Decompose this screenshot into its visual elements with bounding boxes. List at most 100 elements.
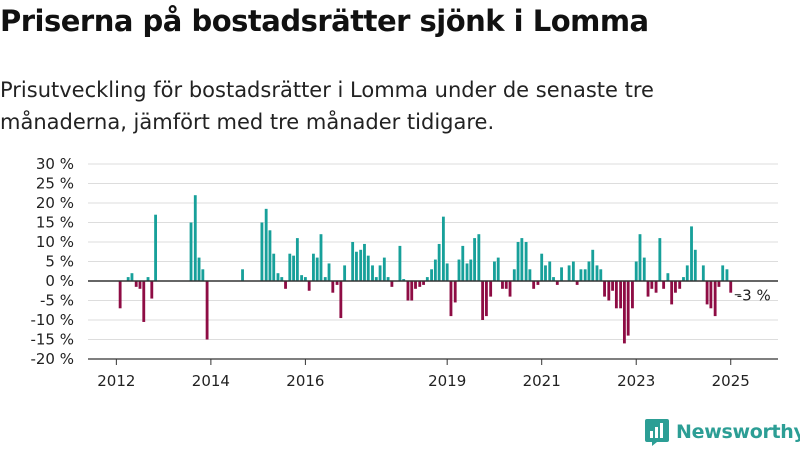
y-tick-label: 25 % — [36, 175, 74, 193]
bar — [193, 195, 197, 281]
newsworthy-logo-icon — [645, 419, 669, 446]
bar — [587, 261, 591, 281]
y-axis-tick-labels: -20 %-15 % -10 %-5 % 0 %5 % 10 %15 % 20 %25 … — [30, 155, 74, 368]
bar — [532, 281, 536, 289]
bar — [654, 281, 658, 293]
bar — [725, 269, 729, 281]
bar — [260, 222, 264, 281]
bar — [552, 277, 555, 281]
bar — [717, 281, 721, 287]
bar — [335, 281, 339, 285]
bar — [575, 281, 579, 285]
bar — [540, 253, 544, 281]
y-tick-label: 30 % — [36, 155, 74, 173]
bar — [351, 242, 355, 281]
bar — [406, 281, 410, 301]
bar — [241, 269, 244, 281]
bar — [339, 281, 343, 319]
bar — [567, 265, 571, 281]
bar — [579, 269, 583, 281]
bar — [445, 263, 449, 281]
bar — [477, 234, 481, 281]
bar — [583, 269, 587, 281]
bars — [118, 195, 733, 344]
bar — [366, 255, 370, 281]
bar — [280, 277, 284, 281]
bar — [670, 281, 674, 305]
bar — [484, 281, 488, 317]
bar — [611, 281, 615, 291]
bar — [288, 253, 292, 281]
brand-logo: Newsworthy — [644, 418, 800, 446]
y-tick-label: 5 % — [45, 253, 74, 271]
bar — [441, 216, 445, 281]
bar — [300, 275, 304, 281]
bar — [430, 269, 433, 281]
bar-chart: -20 %-15 % -10 %-5 % 0 %5 % 10 %15 % 20 %25 … — [30, 155, 778, 390]
bar — [142, 281, 146, 322]
bar — [571, 261, 575, 281]
bar — [701, 265, 705, 281]
bar — [418, 281, 422, 287]
bar — [276, 273, 280, 281]
x-tick-label: 2012 — [97, 372, 135, 390]
bar — [713, 281, 717, 317]
bar — [595, 265, 599, 281]
bar — [437, 243, 441, 281]
bar — [189, 222, 193, 281]
bar — [130, 273, 134, 281]
bar — [355, 251, 358, 281]
bar — [378, 265, 382, 281]
bar — [642, 257, 646, 281]
bar — [359, 249, 363, 281]
bar — [619, 281, 623, 309]
bar — [682, 277, 685, 281]
bar — [312, 253, 315, 281]
bar — [414, 281, 417, 289]
bar — [422, 281, 425, 285]
bar — [544, 265, 547, 281]
bar — [705, 281, 709, 305]
bar — [371, 265, 374, 281]
bar — [331, 281, 335, 293]
bar — [465, 263, 469, 281]
bar — [622, 281, 626, 344]
bar — [402, 279, 406, 281]
brand-name: Newsworthy — [676, 421, 800, 443]
bar — [536, 281, 540, 285]
bar — [425, 277, 429, 281]
bar — [327, 263, 331, 281]
bar — [631, 281, 634, 309]
bar — [118, 281, 122, 309]
bar — [489, 281, 493, 297]
bar — [449, 281, 453, 317]
bar — [307, 281, 311, 291]
x-tick-label: 2019 — [428, 372, 466, 390]
bar — [268, 230, 272, 281]
bar — [319, 234, 323, 281]
bar — [690, 226, 693, 281]
x-tick-label: 2016 — [286, 372, 324, 390]
bar — [410, 281, 414, 301]
y-tick-label: -10 % — [30, 311, 74, 329]
bar — [315, 257, 319, 281]
bar — [634, 261, 638, 281]
bar — [292, 255, 295, 281]
y-tick-label: -5 % — [40, 292, 74, 310]
last-value-annotation: -3 % — [734, 287, 771, 305]
bar — [603, 281, 606, 297]
bar — [154, 214, 157, 281]
bar — [134, 281, 138, 287]
bar — [709, 281, 713, 309]
bar — [508, 281, 512, 297]
bar — [303, 277, 307, 281]
bar — [493, 261, 496, 281]
bar — [614, 281, 618, 309]
bar — [591, 249, 595, 281]
bar — [528, 269, 532, 281]
bar — [501, 281, 504, 289]
y-tick-label: -15 % — [30, 331, 74, 349]
bar — [548, 261, 552, 281]
y-tick-label: 0 % — [45, 272, 74, 290]
bar — [512, 269, 516, 281]
